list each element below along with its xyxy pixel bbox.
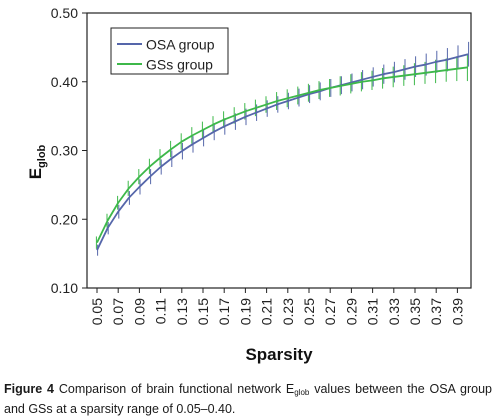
y-axis-title-main: E xyxy=(26,168,45,179)
x-axis: 0.05 0.07 0.09 0.11 0.13 0.15 0.17 0.19 0.21 0.23… xyxy=(89,288,465,325)
caption-label: Figure 4 xyxy=(4,382,54,396)
x-tick-label: 0.09 xyxy=(131,298,147,325)
x-tick-label: 0.07 xyxy=(110,298,126,325)
x-tick-label: 0.05 xyxy=(89,298,105,325)
x-tick-label: 0.23 xyxy=(280,298,296,325)
y-tick-label: 0.50 xyxy=(51,5,78,21)
x-tick-label: 0.25 xyxy=(301,298,317,325)
x-axis-title: Sparsity xyxy=(245,345,313,364)
x-tick-label: 0.31 xyxy=(365,298,381,325)
x-tick-label: 0.11 xyxy=(153,298,169,324)
x-tick-label: 0.39 xyxy=(449,298,465,325)
x-tick-label: 0.35 xyxy=(407,298,423,325)
y-axis: 0.10 0.20 0.30 0.40 0.50 xyxy=(51,5,87,296)
figure-caption: Figure 4 Comparison of brain functional … xyxy=(4,381,492,418)
caption-sub: glob xyxy=(294,388,310,397)
caption-text-after: values between the OSA group and GSs at … xyxy=(4,382,493,416)
y-tick-label: 0.30 xyxy=(51,143,78,159)
y-axis-title: Eglob xyxy=(26,144,48,179)
x-tick-label: 0.19 xyxy=(237,298,253,325)
legend-label-osa: OSA group xyxy=(146,37,215,53)
legend-box xyxy=(110,27,229,75)
legend-label-gss: GSs group xyxy=(146,57,213,73)
x-tick-label: 0.29 xyxy=(343,298,359,325)
x-tick-label: 0.27 xyxy=(322,298,338,325)
series-lines xyxy=(96,53,469,251)
x-tick-label: 0.37 xyxy=(428,298,444,325)
y-axis-title-sub: glob xyxy=(36,144,48,167)
legend: OSA group GSs group xyxy=(110,27,229,75)
x-tick-label: 0.21 xyxy=(259,298,275,325)
caption-text-before: Comparison of brain functional network E xyxy=(54,382,295,396)
series-line xyxy=(96,53,469,251)
y-tick-label: 0.10 xyxy=(51,280,78,296)
y-tick-label: 0.40 xyxy=(51,74,78,90)
series-line xyxy=(96,66,469,244)
y-tick-label: 0.20 xyxy=(51,211,78,227)
chart: 0.10 0.20 0.30 0.40 0.50 0.05 0.07 0.09 0.11 0.1… xyxy=(26,5,472,364)
x-tick-label: 0.15 xyxy=(195,298,211,325)
x-tick-label: 0.33 xyxy=(386,298,402,325)
x-tick-label: 0.17 xyxy=(216,298,232,325)
x-tick-label: 0.13 xyxy=(174,298,190,325)
